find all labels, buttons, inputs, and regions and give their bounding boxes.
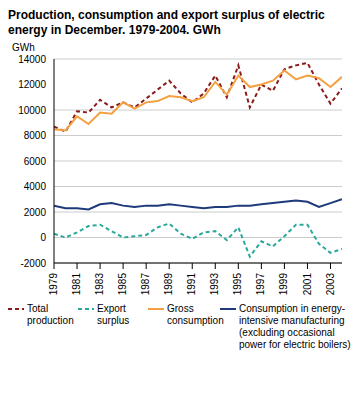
html-text:Export surplus: Export surplus (97, 303, 130, 326)
svg-text:-2000: -2000 (20, 258, 46, 269)
svg-text:1981: 1981 (71, 273, 82, 296)
svg-text:10000: 10000 (18, 105, 46, 116)
svg-text:1989: 1989 (163, 273, 174, 296)
svg-text:2001: 2001 (302, 273, 313, 296)
html-text:Gross consumption: Gross consumption (167, 303, 224, 326)
html-text:Consumption in energy-intensiv: Consumption in energy-intensive manufact… (239, 303, 351, 350)
svg-text:6000: 6000 (24, 156, 47, 167)
svg-text:12000: 12000 (18, 79, 46, 90)
svg-text:1999: 1999 (279, 273, 290, 296)
html-text:Total production: Total production (27, 303, 74, 326)
svg-text:8000: 8000 (24, 130, 47, 141)
svg-text:1997: 1997 (255, 273, 266, 296)
html-text:Production, consumption and ex: Production, consumption and export surpl… (8, 8, 325, 37)
svg-text:2003: 2003 (325, 273, 336, 296)
svg-text:1995: 1995 (232, 273, 243, 296)
svg-text:14000: 14000 (18, 54, 46, 65)
svg-text:1983: 1983 (94, 273, 105, 296)
svg-text:1979: 1979 (48, 273, 59, 296)
svg-text:1991: 1991 (186, 273, 197, 296)
svg-text:0: 0 (40, 232, 46, 243)
html-text:GWh: GWh (12, 42, 35, 53)
svg-text:2000: 2000 (24, 207, 47, 218)
svg-text:1993: 1993 (209, 273, 220, 296)
svg-text:1985: 1985 (117, 273, 128, 296)
svg-text:1987: 1987 (140, 273, 151, 296)
svg-text:4000: 4000 (24, 181, 47, 192)
